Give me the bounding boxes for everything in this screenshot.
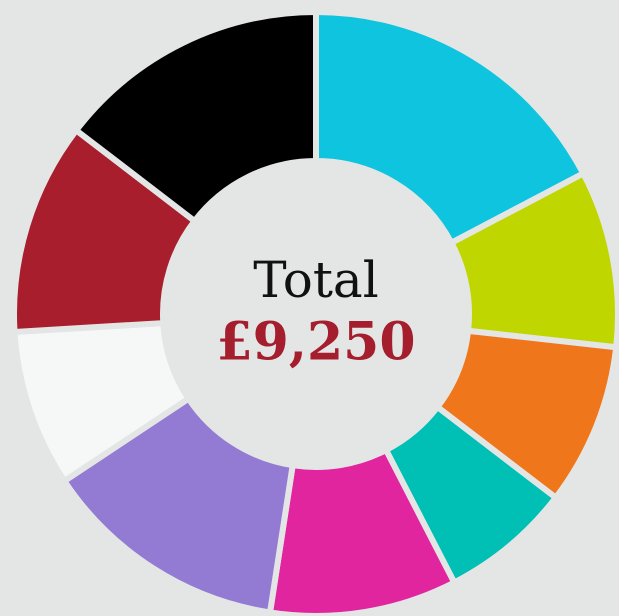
donut-slice	[72, 8, 319, 226]
donut-slice	[313, 8, 588, 247]
center-value: £9,250	[216, 312, 415, 373]
center-title: Total	[253, 251, 378, 309]
donut	[11, 8, 619, 616]
donut-slice	[60, 394, 297, 616]
